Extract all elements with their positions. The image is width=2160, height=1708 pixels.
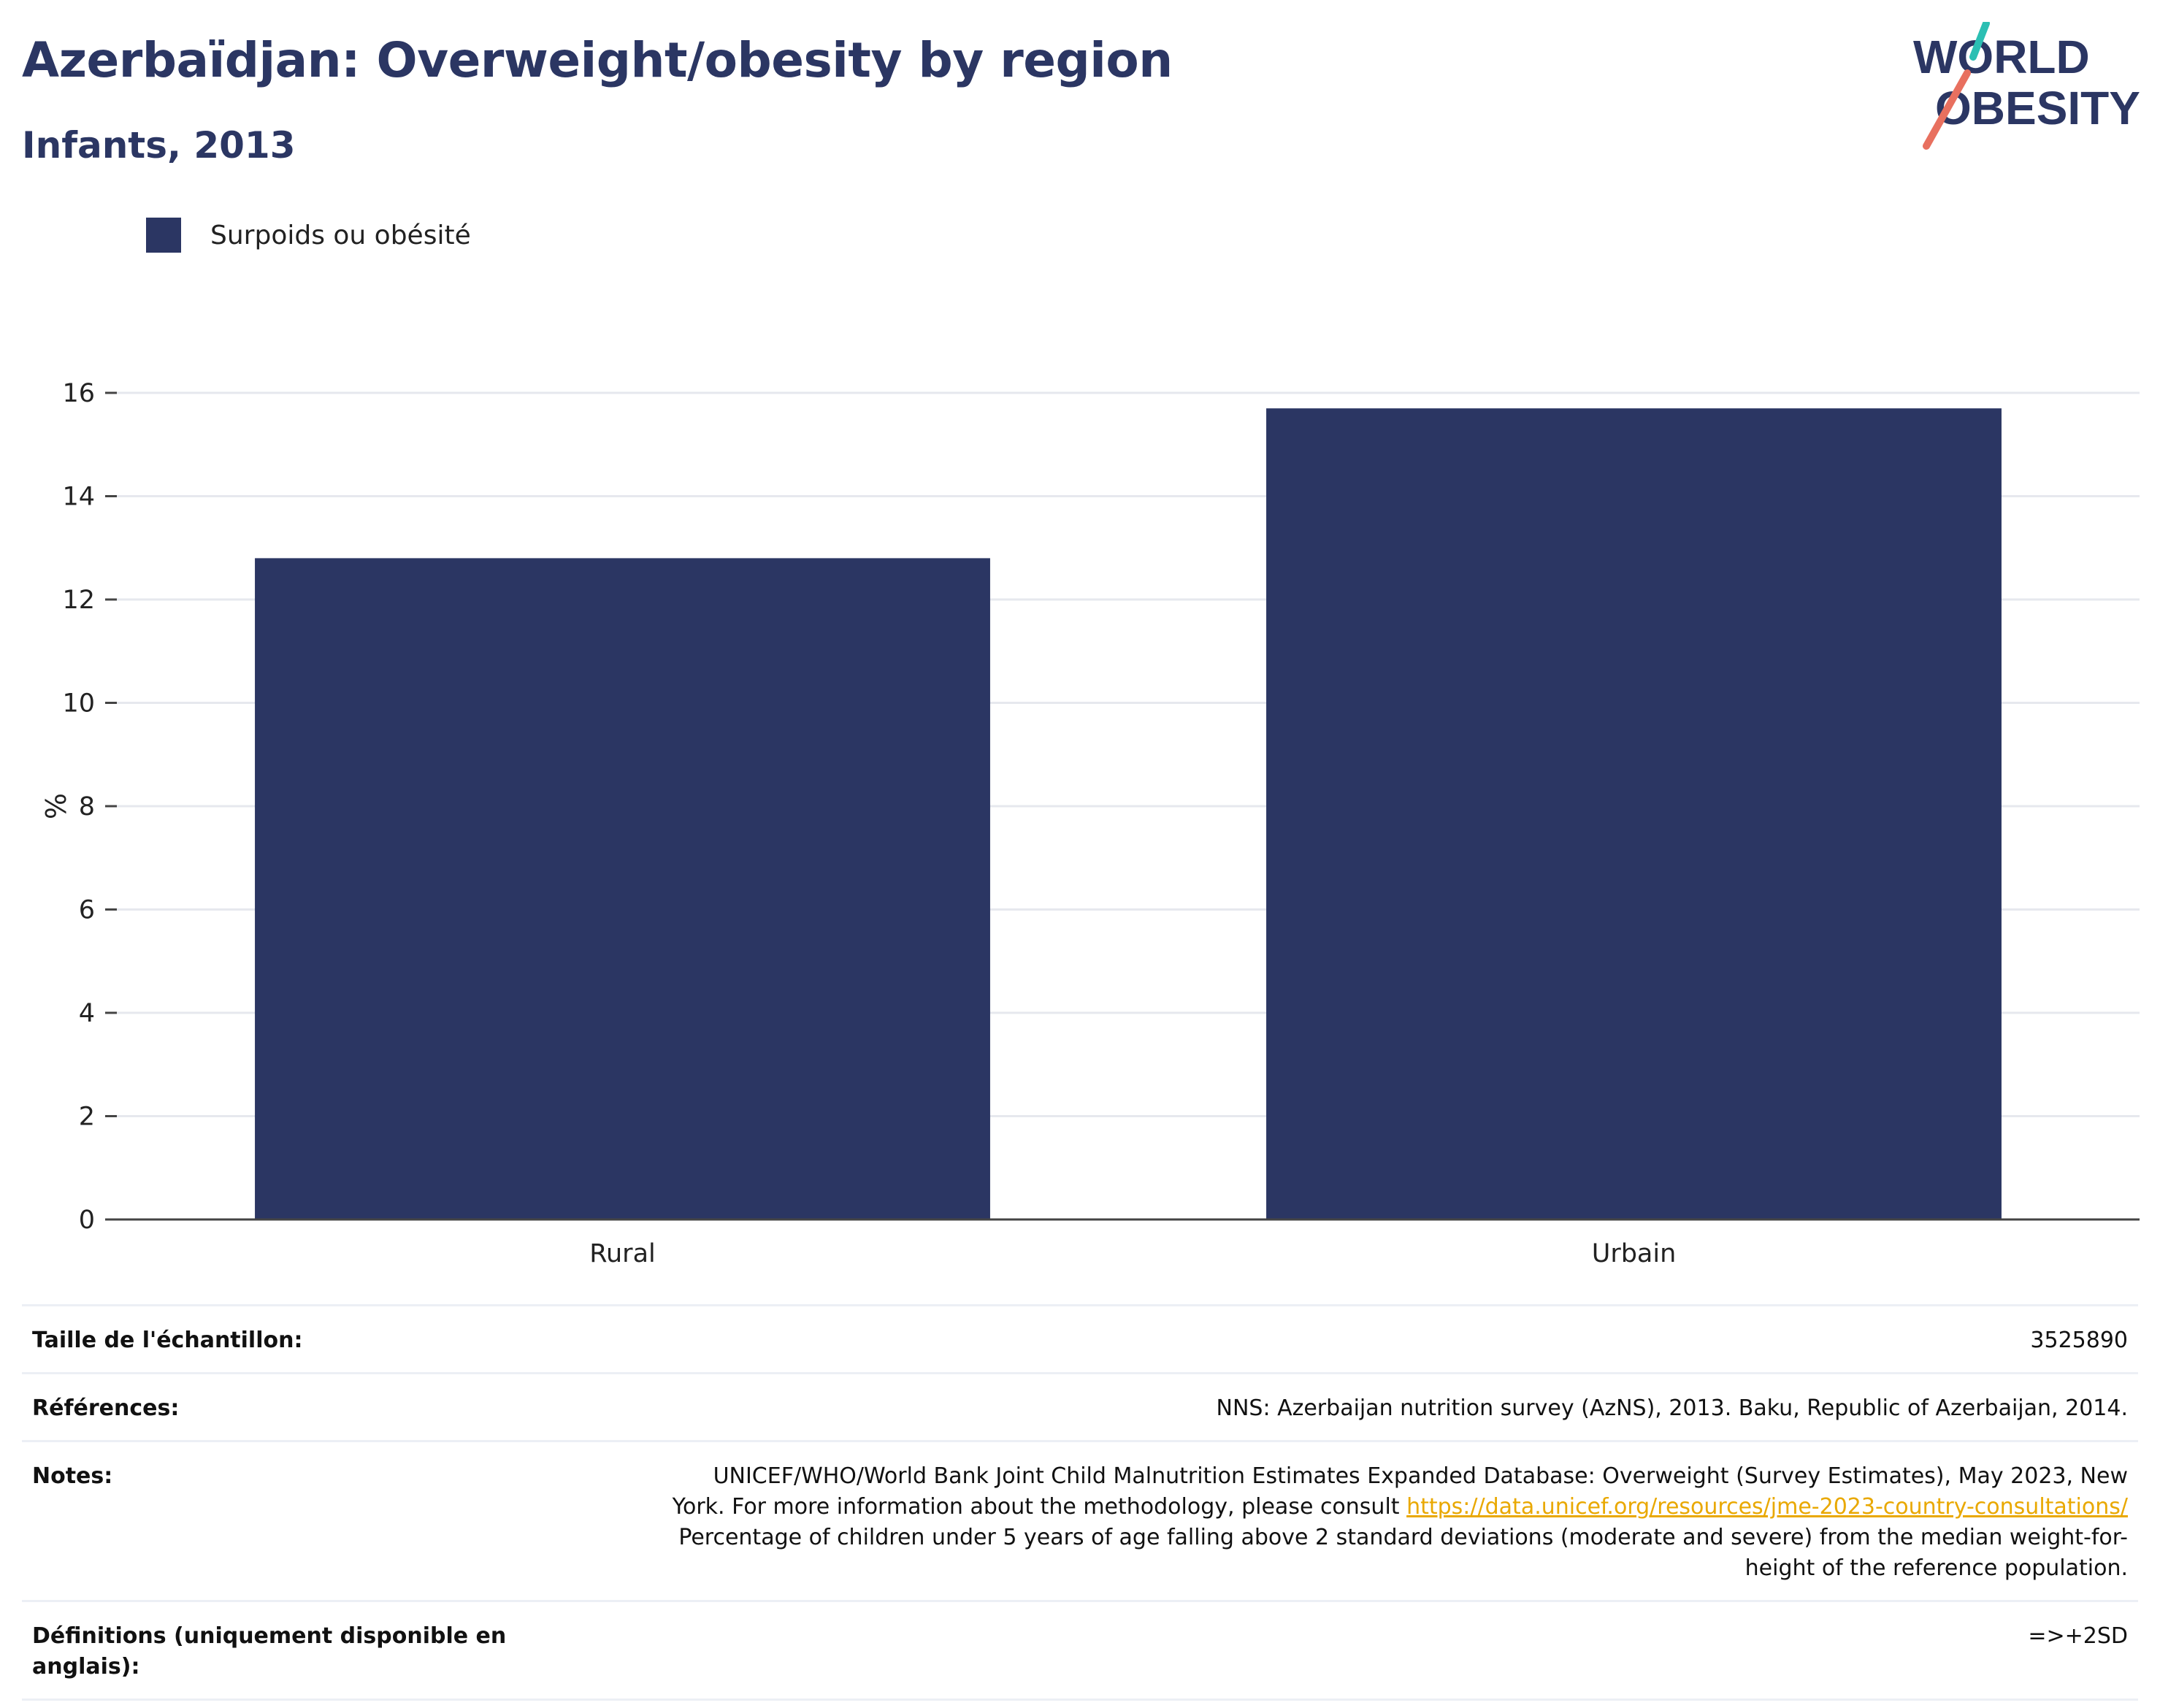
- info-table: Taille de l'échantillon: 3525890 Référen…: [22, 1304, 2138, 1701]
- bars: [255, 408, 2002, 1219]
- chart-subtitle: Infants, 2013: [22, 124, 296, 166]
- logo-slash-coral: [1923, 69, 1971, 150]
- y-tick-label: 10: [62, 689, 95, 719]
- y-tick-label: 8: [79, 792, 95, 822]
- y-axis-label: %: [39, 793, 71, 819]
- world-obesity-logo: WORLD OBESITY: [1913, 22, 2140, 150]
- logo-line2: OBESITY: [1935, 82, 2140, 134]
- y-tick-label: 4: [79, 999, 95, 1028]
- info-row-sample-size: Taille de l'échantillon: 3525890: [22, 1304, 2138, 1372]
- y-tick-label: 6: [79, 896, 95, 925]
- info-row-definitions: Définitions (uniquement disponible en an…: [22, 1600, 2138, 1701]
- info-key: Taille de l'échantillon:: [32, 1328, 303, 1353]
- info-key: Notes:: [32, 1463, 113, 1489]
- info-value: 3525890: [2030, 1328, 2128, 1353]
- notes-line: York. For more information about the met…: [558, 1492, 2128, 1523]
- y-tick-label: 0: [79, 1206, 95, 1235]
- legend-swatch: [146, 218, 181, 253]
- chart-title: Azerbaïdjan: Overweight/obesity by regio…: [22, 32, 1173, 88]
- logo-slash-teal: [1969, 22, 1990, 61]
- info-value: UNICEF/WHO/World Bank Joint Child Malnut…: [529, 1461, 2128, 1584]
- y-tick-label: 16: [62, 379, 95, 408]
- legend[interactable]: Surpoids ou obésité: [146, 216, 471, 254]
- info-key: Définitions (uniquement disponible en an…: [32, 1623, 507, 1680]
- bar-chart: 0 2 4 6 8 10 12 14 16 Rural Urbain %: [39, 379, 2140, 1268]
- y-tick-label: 2: [79, 1103, 95, 1132]
- info-row-references: Références: NNS: Azerbaijan nutrition su…: [22, 1372, 2138, 1440]
- info-value: =>+2SD: [2028, 1623, 2128, 1649]
- y-tick-label: 14: [62, 483, 95, 512]
- notes-line-prefix: York. For more information about the met…: [672, 1494, 1407, 1520]
- bar-rural[interactable]: [255, 558, 990, 1219]
- y-tick-label: 12: [62, 586, 95, 615]
- info-key: Références:: [32, 1395, 180, 1421]
- bar-urbain[interactable]: [1266, 408, 2002, 1219]
- notes-line: height of the reference population.: [1745, 1555, 2128, 1581]
- info-row-notes: Notes: UNICEF/WHO/World Bank Joint Child…: [22, 1440, 2138, 1600]
- logo-line1: WORLD: [1913, 31, 2090, 83]
- x-tick-label: Rural: [589, 1239, 656, 1268]
- x-axis-ticks: Rural Urbain: [589, 1239, 1676, 1268]
- x-tick-label: Urbain: [1592, 1239, 1677, 1268]
- notes-line: UNICEF/WHO/World Bank Joint Child Malnut…: [713, 1463, 2128, 1489]
- y-axis-ticks: 0 2 4 6 8 10 12 14 16: [62, 379, 117, 1235]
- methodology-link[interactable]: https://data.unicef.org/resources/jme-20…: [1406, 1494, 2128, 1520]
- notes-line: Percentage of children under 5 years of …: [678, 1525, 2128, 1550]
- legend-label: Surpoids ou obésité: [210, 220, 471, 250]
- info-value: NNS: Azerbaijan nutrition survey (AzNS),…: [1216, 1395, 2128, 1421]
